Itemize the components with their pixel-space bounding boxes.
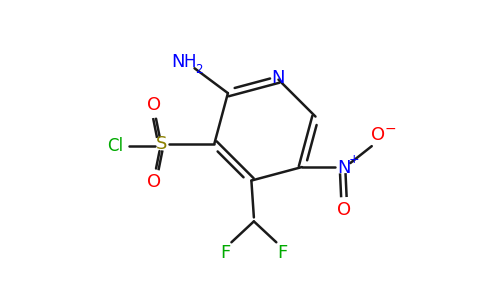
Text: F: F xyxy=(278,244,288,262)
Text: O: O xyxy=(148,173,162,191)
Text: H: H xyxy=(183,53,196,71)
Text: −: − xyxy=(385,122,396,136)
Text: N: N xyxy=(171,53,185,71)
Text: O: O xyxy=(371,126,385,144)
Text: Cl: Cl xyxy=(107,137,124,155)
Text: O: O xyxy=(148,96,162,114)
Text: F: F xyxy=(220,244,230,262)
Text: +: + xyxy=(348,153,359,166)
Text: N: N xyxy=(337,159,350,177)
Text: O: O xyxy=(337,201,351,219)
Text: 2: 2 xyxy=(195,63,203,76)
Text: S: S xyxy=(156,135,168,153)
Text: N: N xyxy=(272,69,285,87)
